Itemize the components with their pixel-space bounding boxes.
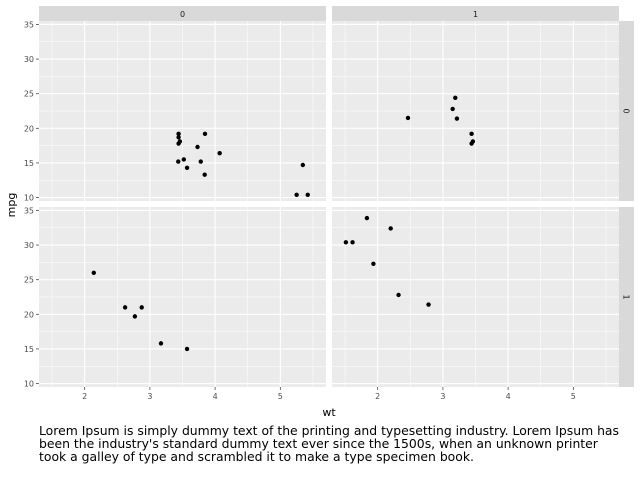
column-strip-0 (39, 6, 326, 21)
row-strip-1 (619, 207, 634, 387)
data-point (176, 159, 181, 164)
data-point (300, 162, 306, 168)
data-point (305, 192, 310, 197)
y-axis-title: mpg (5, 193, 18, 218)
data-point (343, 240, 349, 245)
data-point (139, 305, 144, 310)
y-tick-label: 35 (24, 206, 34, 215)
data-point (122, 305, 128, 310)
data-point (202, 172, 207, 177)
facet-panels (39, 21, 619, 387)
x-tick-label: 4 (506, 392, 511, 401)
x-tick-label: 2 (375, 392, 380, 401)
data-point (371, 261, 376, 266)
data-point (454, 116, 460, 121)
x-tick-label: 3 (440, 392, 445, 401)
column-strip-label: 0 (180, 10, 185, 19)
facet-panel-1-1 (332, 207, 619, 387)
data-point (198, 159, 203, 164)
y-tick-label: 25 (24, 276, 34, 285)
data-point (176, 135, 181, 140)
facet-panel-1-0 (39, 207, 326, 387)
data-point (217, 151, 222, 156)
data-point (453, 95, 458, 101)
data-point (202, 131, 208, 137)
data-point (469, 131, 474, 137)
data-point (396, 292, 401, 298)
y-tick-label: 25 (24, 90, 34, 99)
column-strip-1 (332, 6, 619, 21)
data-point (184, 346, 190, 352)
x-tick-label: 5 (278, 392, 283, 401)
data-point (294, 192, 299, 197)
x-axis-title: wt (322, 406, 336, 419)
data-point (176, 141, 181, 146)
y-tick-label: 20 (24, 124, 34, 133)
data-point (405, 115, 411, 121)
y-tick-label: 15 (24, 345, 34, 354)
data-point (364, 215, 370, 221)
data-point (195, 144, 200, 150)
data-point (469, 141, 474, 146)
y-tick-label: 35 (24, 20, 34, 29)
axis-ticks: 10 15 20 25 30 35 10 15 20 25 30 35 2 3 4 5 2 3 4 5 (24, 20, 576, 401)
figure-caption: Lorem Ipsum is simply dummy text of the … (39, 423, 619, 464)
row-strip-0 (619, 21, 634, 201)
data-point (181, 157, 187, 162)
data-point (450, 106, 455, 112)
data-point (350, 240, 355, 245)
x-tick-label: 2 (82, 392, 87, 401)
facet-panel-0-1 (332, 21, 619, 201)
y-tick-label: 10 (24, 380, 34, 389)
y-tick-label: 15 (24, 159, 34, 168)
data-point (388, 226, 393, 231)
data-point (176, 131, 181, 137)
row-strip-label: 0 (622, 108, 631, 113)
x-tick-label: 3 (147, 392, 152, 401)
data-point (132, 314, 138, 319)
data-point (426, 302, 431, 307)
x-tick-label: 5 (571, 392, 576, 401)
row-strip-label: 1 (622, 294, 631, 299)
x-tick-label: 4 (213, 392, 218, 401)
facet-strips: 0 1 0 1 (39, 6, 634, 387)
y-tick-label: 30 (24, 55, 34, 64)
facet-panel-0-0 (39, 21, 326, 201)
y-tick-label: 30 (24, 241, 34, 250)
column-strip-label: 1 (473, 10, 478, 19)
data-point (91, 270, 96, 275)
data-point (184, 165, 190, 170)
y-tick-label: 20 (24, 310, 34, 319)
y-tick-label: 10 (24, 194, 34, 203)
data-point (158, 341, 164, 346)
